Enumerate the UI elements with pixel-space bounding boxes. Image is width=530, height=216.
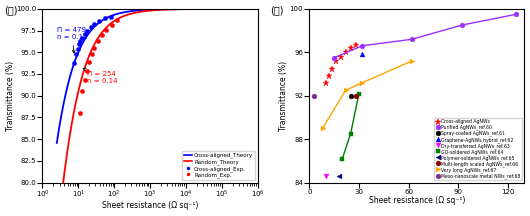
Random_Exp. (79, 90, 85, 93)
Purified AgNWs_ref.60 (409, 38, 415, 41)
Text: (가): (가) (4, 5, 17, 15)
Random_Exp. (86, 60, 92, 63)
Very long AgNWs_ref.67 (342, 89, 349, 92)
Random_Theory (142, 10, 148, 12)
Y-axis label: Transmittance (%): Transmittance (%) (279, 61, 288, 131)
Cross-aligned AgNWs (342, 51, 349, 54)
Random_Exp. (103, 29, 109, 31)
Random_Exp. (91, 47, 98, 49)
Random_Exp. (89, 53, 95, 55)
Cross-aligned_Exp. (91, 22, 98, 25)
Very long AgNWs_ref.67 (409, 60, 415, 62)
Random_Theory (191, 8, 198, 10)
Cross-aligned_Exp. (73, 53, 79, 55)
Random_Exp. (82, 79, 88, 81)
Random_Exp. (83, 70, 90, 73)
Random_Theory (74, 95, 81, 97)
Text: Π = 254
n = 0.14: Π = 254 n = 0.14 (83, 68, 118, 84)
Cross-aligned AgNWs (329, 67, 335, 70)
Cross-aligned_Exp. (84, 29, 91, 32)
Cross-aligned_Theory (142, 9, 148, 11)
Line: Cross-aligned AgNWs: Cross-aligned AgNWs (322, 41, 359, 86)
Cross-aligned_Exp. (79, 36, 85, 39)
Random_Theory (210, 8, 217, 10)
X-axis label: Sheet resistance (Ω sq⁻¹): Sheet resistance (Ω sq⁻¹) (369, 196, 465, 205)
Cross-aligned_Exp. (77, 40, 84, 42)
Cross-aligned AgNWs (348, 47, 354, 49)
Random_Theory (254, 8, 261, 10)
Cross-aligned AgNWs (323, 81, 329, 84)
Random_Exp. (77, 112, 83, 114)
Random_Exp. (99, 34, 105, 36)
Very long AgNWs_ref.67 (319, 127, 325, 130)
Cross-aligned_Exp. (82, 33, 88, 35)
Random_Exp. (114, 19, 120, 21)
Random_Theory (135, 11, 141, 13)
Cross-aligned_Theory (135, 9, 141, 12)
Purified AgNWs_ref.60 (513, 13, 519, 16)
Cross-aligned_Theory (254, 8, 261, 10)
Cross-aligned_Theory (191, 8, 198, 10)
Purified AgNWs_ref.60 (458, 24, 465, 26)
Legend: Cross-aligned AgNWs, Purified AgNWs_ref.60, Spray-coated AgNWs_ref.61, Graphene-: Cross-aligned AgNWs, Purified AgNWs_ref.… (434, 118, 522, 180)
Line: Random_Exp.: Random_Exp. (78, 18, 119, 115)
Cross-aligned_Theory (210, 8, 217, 10)
Legend: Cross-aligned_Theory, Random_Theory, Cross-aligned_Exp., Random_Exp.: Cross-aligned_Theory, Random_Theory, Cro… (182, 151, 255, 180)
Text: Π = 479
n = 0.12: Π = 479 n = 0.12 (57, 27, 87, 53)
GO-soldered AgNWs_ref.64 (356, 92, 362, 95)
Cross-aligned_Exp. (70, 61, 77, 64)
Very long AgNWs_ref.67 (359, 81, 365, 84)
Line: GO-soldered AgNWs_ref.64: GO-soldered AgNWs_ref.64 (340, 91, 361, 161)
Cross-aligned_Exp. (108, 15, 114, 18)
Random_Exp. (109, 23, 115, 26)
Text: (나): (나) (270, 5, 284, 15)
Y-axis label: Transmittance (%): Transmittance (%) (5, 61, 14, 131)
Cross-aligned_Exp. (76, 43, 82, 46)
Cross-aligned AgNWs (326, 75, 332, 78)
Line: Cross-aligned_Exp.: Cross-aligned_Exp. (72, 15, 113, 65)
Cross-aligned AgNWs (332, 60, 339, 62)
Cross-aligned AgNWs (338, 55, 344, 58)
Line: Purified AgNWs_ref.60: Purified AgNWs_ref.60 (332, 12, 518, 60)
GO-soldered AgNWs_ref.64 (339, 157, 346, 160)
Line: Random_Theory: Random_Theory (57, 9, 258, 216)
Random_Theory (214, 8, 220, 10)
Cross-aligned_Exp. (102, 17, 108, 20)
GO-soldered AgNWs_ref.64 (348, 132, 354, 135)
Cross-aligned_Exp. (96, 20, 102, 22)
Purified AgNWs_ref.60 (331, 56, 337, 59)
Line: Cross-aligned_Theory: Cross-aligned_Theory (57, 9, 258, 143)
Purified AgNWs_ref.60 (359, 44, 365, 47)
Cross-aligned_Theory (214, 8, 220, 10)
Random_Exp. (95, 40, 101, 42)
Cross-aligned_Theory (54, 142, 60, 144)
Cross-aligned_Exp. (87, 26, 94, 29)
Cross-aligned_Exp. (74, 48, 81, 50)
Line: Very long AgNWs_ref.67: Very long AgNWs_ref.67 (320, 59, 414, 131)
Cross-aligned AgNWs (352, 43, 359, 46)
Cross-aligned_Theory (74, 53, 81, 56)
X-axis label: Sheet resistance (Ω sq⁻¹): Sheet resistance (Ω sq⁻¹) (102, 202, 198, 210)
